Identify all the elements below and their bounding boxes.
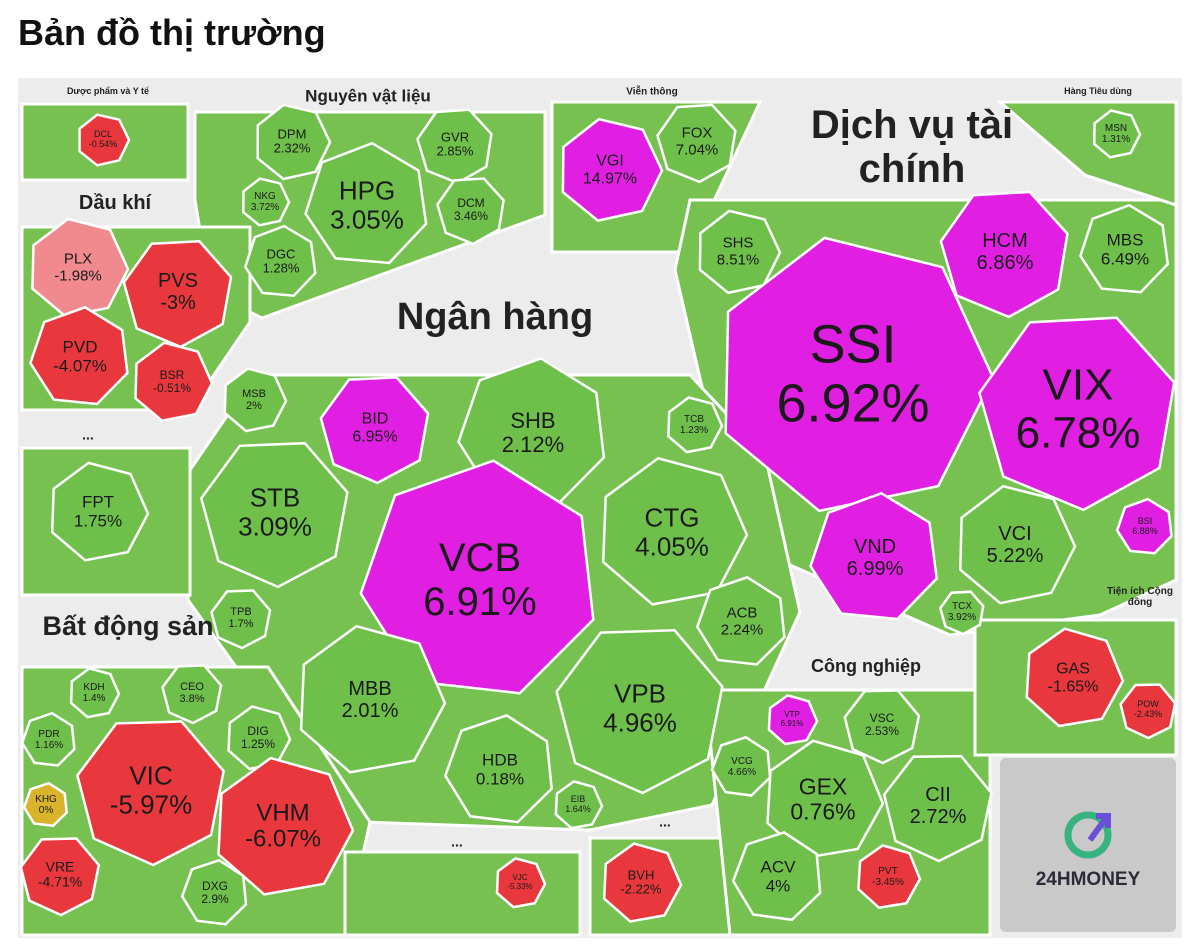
stock-cell bbox=[161, 664, 223, 725]
stock-cell bbox=[243, 224, 317, 297]
stock-cell bbox=[656, 103, 737, 184]
stock-cell bbox=[256, 103, 332, 181]
region bbox=[343, 850, 582, 937]
stock-cell bbox=[561, 117, 664, 222]
stock-cell bbox=[601, 456, 749, 606]
stock-cell bbox=[767, 694, 819, 746]
sector-name: Hàng Tiêu dùng bbox=[1064, 86, 1132, 97]
logo-ring bbox=[1064, 811, 1112, 859]
stock-cell bbox=[809, 491, 939, 621]
sector-name: ... bbox=[82, 426, 94, 443]
stock-cell bbox=[555, 629, 724, 795]
stock-cell bbox=[319, 376, 430, 485]
sector-name: Nguyên vật liệu bbox=[305, 86, 431, 106]
stock-cell bbox=[667, 396, 724, 454]
sector-name: Bất động sản bbox=[42, 611, 214, 642]
stock-cell bbox=[50, 461, 150, 562]
stock-cell bbox=[29, 305, 129, 406]
stock-cell bbox=[180, 858, 248, 926]
page-title: Bản đồ thị trường bbox=[18, 12, 326, 53]
stock-cell bbox=[223, 367, 288, 433]
sector-name: Tiện ích Cộng đồng bbox=[1107, 586, 1173, 608]
stock-cell bbox=[78, 113, 131, 167]
stock-cell bbox=[199, 441, 349, 589]
cells bbox=[19, 103, 1177, 926]
stock-cell bbox=[938, 590, 985, 636]
stock-cell bbox=[731, 831, 822, 922]
sector-name: Dịch vụ tài chính bbox=[810, 103, 1014, 191]
stock-cell bbox=[602, 842, 683, 923]
stock-cell bbox=[695, 575, 786, 666]
stock-cell bbox=[436, 177, 505, 246]
stock-cell bbox=[76, 720, 225, 867]
sector-name: ... bbox=[659, 813, 671, 830]
stock-cell bbox=[1119, 683, 1177, 740]
stock-cell bbox=[939, 190, 1069, 319]
sector-name: Viễn thông bbox=[626, 86, 678, 98]
stock-cell bbox=[134, 341, 214, 423]
logo-text: 24HMONEY bbox=[1035, 869, 1141, 890]
stock-cell bbox=[495, 857, 547, 909]
logo-icon bbox=[1064, 811, 1112, 859]
stock-cell bbox=[242, 177, 291, 227]
stock-cell bbox=[227, 705, 292, 771]
logo-box bbox=[1000, 758, 1176, 932]
stock-cell bbox=[20, 711, 76, 767]
stock-cell bbox=[724, 236, 995, 513]
logo-arrow bbox=[1087, 813, 1111, 842]
sector-name: Công nghiệp bbox=[811, 656, 921, 677]
stock-cell bbox=[122, 240, 233, 349]
stock-cell bbox=[22, 781, 69, 828]
stock-cell bbox=[882, 754, 993, 863]
stock-cell bbox=[443, 714, 554, 824]
sector-name: Dược phẩm và Y tế bbox=[66, 86, 150, 97]
sector-name: ... bbox=[451, 833, 463, 850]
stock-cell bbox=[1079, 203, 1170, 294]
stock-cell bbox=[1092, 109, 1142, 159]
stock-cell bbox=[1025, 627, 1125, 728]
stock-cell bbox=[210, 589, 272, 650]
stock-cell bbox=[959, 484, 1077, 605]
stock-cell bbox=[978, 316, 1176, 512]
stock-cell bbox=[843, 689, 921, 765]
stock-cell bbox=[19, 837, 101, 917]
stock-cell bbox=[554, 780, 604, 830]
stock-cell bbox=[1115, 497, 1173, 555]
stock-cell bbox=[698, 209, 782, 295]
stock-cell bbox=[304, 141, 428, 265]
sector-name: Dầu khí bbox=[78, 192, 152, 214]
stock-cell bbox=[857, 844, 922, 910]
stock-cell bbox=[299, 624, 447, 774]
stock-cell bbox=[710, 735, 772, 797]
sector-name: Ngân hàng bbox=[396, 296, 594, 339]
stock-cell bbox=[69, 667, 121, 719]
